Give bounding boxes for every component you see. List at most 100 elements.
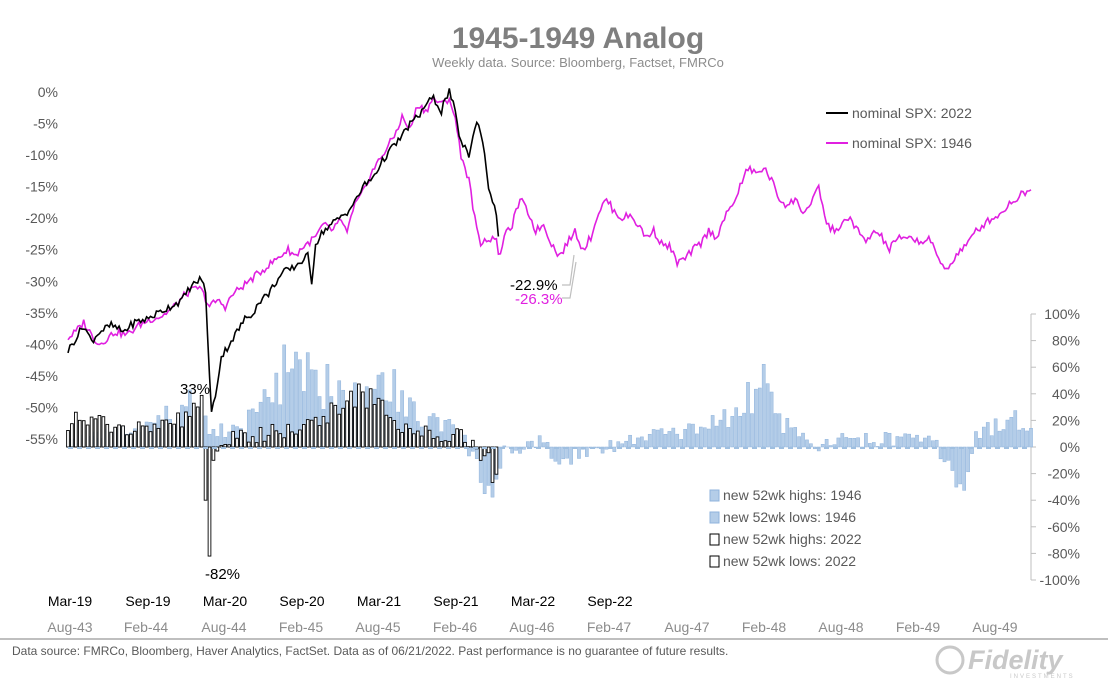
bar-1946 (262, 389, 267, 448)
left-tick-label: -15% (25, 179, 58, 195)
bar-2022 (333, 404, 338, 448)
bar-2022 (235, 437, 239, 448)
bar-1946 (915, 434, 919, 448)
bar-1946 (687, 423, 691, 448)
bar-1946 (632, 444, 636, 448)
bar-2022 (129, 433, 133, 448)
bar-1946 (1021, 428, 1025, 448)
bar-2022 (81, 420, 86, 448)
bar-2022 (494, 446, 499, 475)
bar-2022 (250, 436, 255, 448)
bar-1946 (726, 427, 731, 448)
bar-2022 (74, 411, 78, 448)
bar-2022 (364, 407, 369, 448)
legend-label-lows-2022: new 52wk lows: 2022 (723, 553, 856, 569)
bar-1946 (282, 344, 287, 448)
bar-2022 (121, 425, 125, 448)
bar-1946 (985, 422, 990, 448)
chart-subtitle: Weekly data. Source: Bloomberg, Factset,… (432, 55, 724, 70)
left-tick-label: -55% (25, 431, 58, 447)
bar-1946 (982, 426, 986, 448)
bar-1946 (757, 387, 762, 448)
bar-1946 (612, 446, 617, 452)
fidelity-logo: Fidelity INVESTMENTS (935, 645, 1073, 680)
x-tick-1946: Feb-46 (433, 619, 478, 635)
bar-1946 (895, 436, 900, 448)
chart-title: 1945-1949 Analog (452, 22, 704, 55)
legend-label-spx-2022: nominal SPX: 2022 (852, 105, 972, 121)
bar-1946 (919, 441, 923, 448)
bar-2022 (66, 430, 70, 448)
bar-1946 (844, 437, 849, 448)
bar-1946 (938, 446, 943, 460)
bar-2022 (246, 441, 251, 448)
bar-2022 (266, 434, 271, 448)
bar-2022 (258, 426, 263, 448)
line-spx-1946 (67, 94, 1032, 346)
bar-2022 (463, 441, 467, 448)
bar-1946 (624, 440, 628, 448)
right-tick-label: -100% (1040, 572, 1080, 588)
legend-label-highs-2022: new 52wk highs: 2022 (723, 531, 862, 547)
bar-2022 (180, 426, 184, 448)
bar-1946 (254, 412, 259, 448)
bar-2022 (101, 416, 106, 448)
bar-2022 (396, 428, 400, 448)
legend-label-highs-1946: new 52wk highs: 1946 (723, 487, 862, 503)
x-tick-1946: Aug-49 (972, 619, 1017, 635)
bar-1946 (871, 442, 876, 448)
legend-swatch-highs-1946 (709, 489, 720, 502)
bar-1946 (773, 413, 778, 448)
bar-2022 (321, 415, 326, 448)
x-tick-2022: Mar-19 (48, 593, 93, 609)
left-tick-label: -25% (25, 242, 58, 258)
bar-2022 (431, 438, 436, 448)
bar-1946 (789, 427, 794, 448)
bar-1946 (585, 446, 589, 457)
x-tick-1946: Feb-49 (896, 619, 941, 635)
x-tick-1946: Feb-48 (742, 619, 787, 635)
bar-2022 (290, 431, 294, 448)
bar-2022 (195, 406, 200, 448)
bar-2022 (274, 430, 279, 448)
bar-2022 (223, 443, 228, 448)
bar-1946 (541, 442, 546, 448)
bar-2022 (294, 433, 298, 448)
bar-2022 (329, 402, 334, 448)
bar-1946 (974, 431, 978, 448)
bar-2022 (117, 424, 121, 448)
left-tick-label: -50% (25, 399, 58, 415)
bar-1946 (954, 446, 959, 488)
right-tick-label: 100% (1044, 306, 1080, 322)
bar-2022 (368, 388, 373, 448)
bar-1946 (675, 433, 680, 448)
bar-1946 (801, 432, 805, 448)
bar-1946 (879, 443, 884, 448)
left-tick-label: -40% (25, 336, 58, 352)
bar-2022 (478, 446, 483, 461)
bar-2022 (490, 446, 495, 483)
bar-1946 (883, 432, 888, 448)
bar-1946 (989, 435, 994, 448)
bar-2022 (77, 419, 82, 448)
x-tick-2022: Mar-21 (357, 593, 402, 609)
bar-2022 (325, 422, 330, 448)
right-tick-label: 80% (1052, 333, 1080, 349)
annotation-1946-value: -26.3% (515, 291, 563, 308)
bar-1946 (793, 427, 797, 448)
right-axis: 100% 80% 60% 40% 20% 0% -20% -40% -60% -80% -100% (1031, 306, 1080, 588)
bar-1946 (765, 383, 770, 448)
bars-2022 (66, 383, 499, 557)
bar-1946 (1001, 429, 1006, 448)
bar-1946 (746, 382, 750, 448)
bar-1946 (962, 446, 967, 491)
bar-1946 (294, 351, 298, 448)
bar-2022 (427, 429, 432, 448)
bar-1946 (761, 364, 766, 448)
bar-1946 (498, 446, 503, 469)
bar-2022 (455, 428, 459, 448)
bar-1946 (797, 436, 801, 448)
bar-2022 (105, 423, 110, 448)
left-axis: 0% -5% -10% -15% -20% -25% -30% -35% -40% -45% -50… (25, 84, 58, 447)
bar-2022 (168, 423, 173, 448)
